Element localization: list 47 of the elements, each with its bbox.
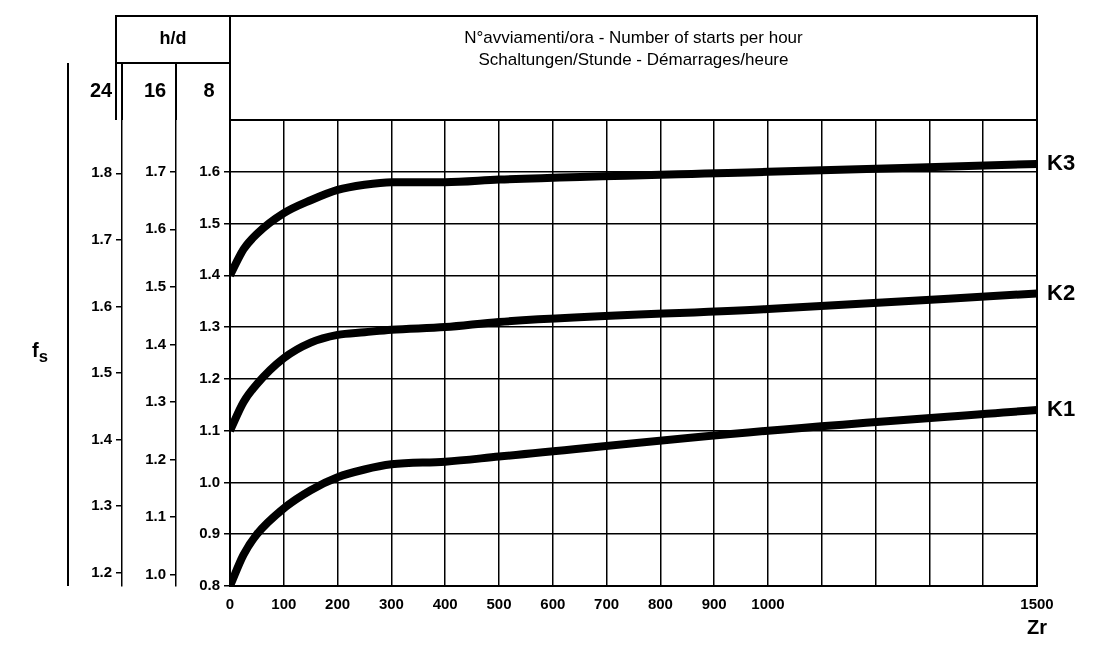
y-tick-label: 1.4 — [199, 265, 221, 283]
x-tick-label: 500 — [486, 595, 512, 613]
y2-tick-label: 1.5 — [145, 276, 166, 294]
y-tick-label: 0.9 — [199, 524, 220, 542]
y3-tick-label: 1.8 — [91, 163, 112, 181]
y-tick-label: 1.5 — [199, 213, 220, 231]
y2-tick-label: 1.0 — [145, 564, 166, 582]
x-tick-label: 900 — [701, 595, 727, 613]
y3-tick-label: 1.5 — [91, 363, 112, 381]
x-tick-label: 800 — [647, 595, 673, 613]
y-axis-title: 8 — [203, 79, 215, 102]
x-tick-label: 1000 — [751, 595, 785, 613]
y2-tick-label: 1.4 — [145, 334, 167, 352]
y3-tick-label: 1.6 — [91, 296, 112, 314]
y-tick-label: 0.8 — [199, 576, 220, 594]
x-tick-label: 200 — [325, 595, 351, 613]
series-label: K1 — [1047, 396, 1076, 422]
x-tick-label: 400 — [432, 595, 458, 613]
chart-subtitle: Schaltungen/Stunde - Démarrages/heure — [478, 49, 789, 69]
y2-tick-label: 1.3 — [145, 392, 166, 410]
series-label: K2 — [1047, 279, 1076, 305]
y2-tick-label: 1.7 — [145, 161, 166, 179]
y-tick-label: 1.0 — [199, 472, 220, 490]
y3-tick-label: 1.2 — [91, 562, 112, 580]
y2-axis-title: 16 — [143, 79, 167, 102]
y2-tick-label: 1.6 — [145, 219, 166, 237]
x-tick-label: 600 — [540, 595, 566, 613]
x-tick-label: 100 — [271, 595, 297, 613]
y3-tick-label: 1.7 — [91, 229, 112, 247]
y-tick-label: 1.3 — [199, 317, 220, 335]
x-tick-label: 0 — [225, 595, 235, 613]
y3-tick-label: 1.3 — [91, 496, 112, 514]
text: h/d — [159, 28, 187, 49]
y2-tick-label: 1.2 — [145, 449, 166, 467]
y-tick-label: 1.2 — [199, 369, 220, 387]
text: f$_{s}$ — [32, 339, 48, 367]
y-tick-label: 1.1 — [199, 420, 220, 438]
series-label: K3 — [1047, 150, 1076, 176]
y3-axis-title: 24 — [89, 79, 113, 102]
chart-title: N°avviamenti/ora - Number of starts per hour — [464, 27, 804, 47]
x-axis-title: Zr — [1027, 615, 1048, 638]
y3-tick-label: 1.4 — [91, 429, 113, 447]
y2-tick-label: 1.1 — [145, 507, 166, 525]
y-tick-label: 1.6 — [199, 161, 220, 179]
x-tick-label: 1500 — [1020, 595, 1054, 613]
x-tick-label: 700 — [594, 595, 620, 613]
x-tick-label: 300 — [378, 595, 404, 613]
